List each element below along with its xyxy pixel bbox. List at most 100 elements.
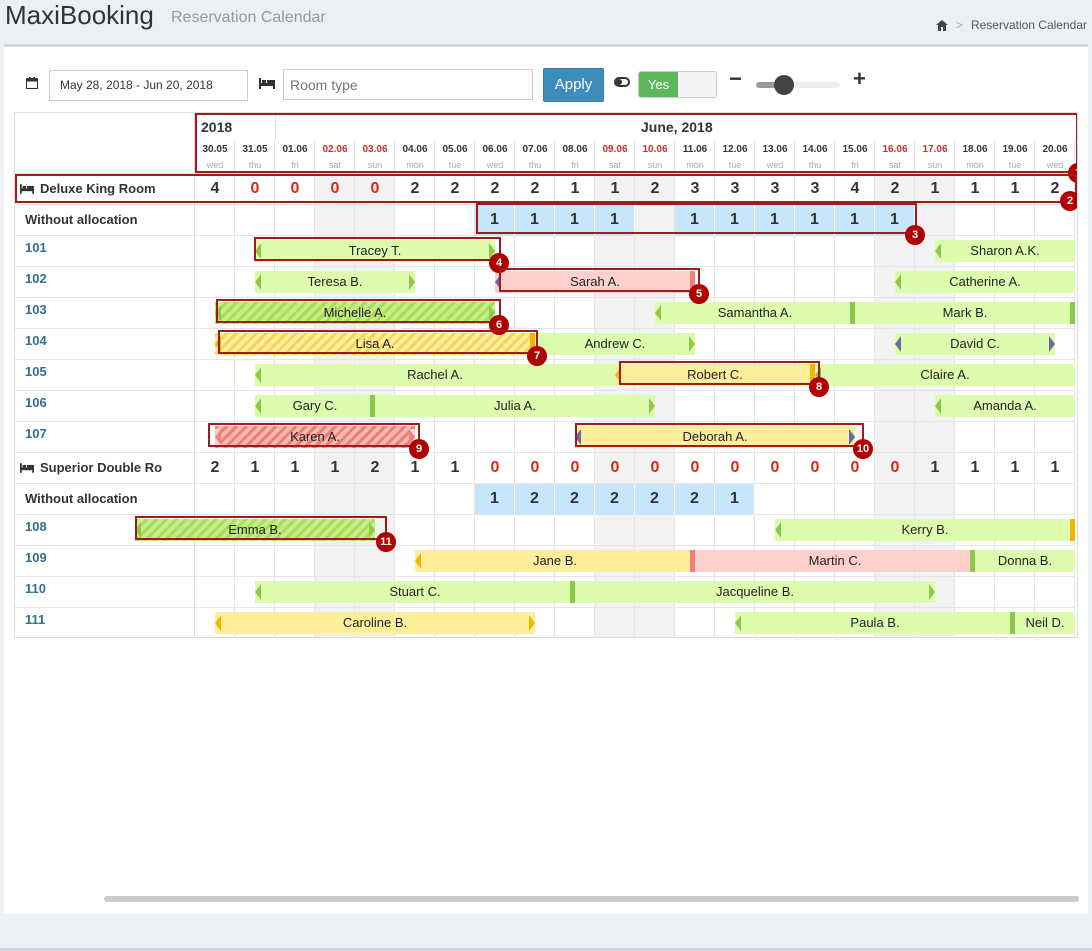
- room-number[interactable]: 104: [15, 329, 195, 360]
- booking-bar[interactable]: Deborah A.: [575, 426, 855, 448]
- unallocated-count[interactable]: 1: [555, 205, 595, 236]
- page-header: MaxiBooking Reservation Calendar > Reser…: [0, 0, 1092, 44]
- unallocated-count[interactable]: 2: [595, 484, 635, 515]
- day-header-weekday: wed: [1046, 160, 1064, 170]
- booking-bar[interactable]: Sharon A.K.: [935, 240, 1075, 262]
- booking-bar[interactable]: Jane B.: [415, 550, 695, 572]
- annotation-highlight: [499, 268, 700, 292]
- booking-bar[interactable]: Martin C.: [695, 550, 975, 572]
- room-number[interactable]: 111: [15, 608, 195, 637]
- grid-cell: [995, 484, 1035, 515]
- availability-count: 0: [530, 459, 540, 476]
- unallocated-count[interactable]: 1: [475, 205, 515, 236]
- booking-guest-name: Lisa A.: [355, 336, 395, 351]
- room-number[interactable]: 103: [15, 298, 195, 329]
- booking-bar[interactable]: Stuart C.: [255, 581, 575, 603]
- grid-cell: [635, 608, 675, 637]
- booking-start-arrow: [775, 522, 781, 538]
- annotation-badge: 2: [1060, 191, 1077, 211]
- booking-bar[interactable]: Sarah A.: [495, 271, 695, 293]
- calendar-year: 2018: [201, 119, 233, 135]
- booking-start-arrow: [575, 429, 581, 445]
- booking-bar[interactable]: Robert C.: [615, 364, 815, 386]
- day-header-border: [874, 141, 875, 174]
- unallocated-count[interactable]: 1: [795, 205, 835, 236]
- booking-bar[interactable]: Neil D.: [1015, 612, 1075, 634]
- day-header-border: [954, 141, 955, 174]
- booking-bar[interactable]: Gary C.: [255, 395, 375, 417]
- room-type-header[interactable]: Superior Double Ro: [15, 453, 195, 484]
- unallocated-count[interactable]: 1: [675, 205, 715, 236]
- room-number[interactable]: 101: [15, 236, 195, 267]
- day-header-weekday: tue: [1008, 160, 1022, 170]
- booking-bar[interactable]: Paula B.: [735, 612, 1015, 634]
- booking-bar[interactable]: Jacqueline B.: [575, 581, 935, 603]
- unallocated-count[interactable]: 1: [595, 205, 635, 236]
- unallocated-count[interactable]: 1: [715, 205, 755, 236]
- day-header-weekday: fri: [571, 160, 579, 170]
- room-type-header[interactable]: Deluxe King Room: [15, 174, 195, 205]
- bed-icon: [259, 78, 275, 89]
- availability-cell: [275, 174, 315, 205]
- date-range-input[interactable]: May 28, 2018 - Jun 20, 2018: [49, 70, 248, 101]
- booking-bar[interactable]: Samantha A.: [655, 302, 855, 324]
- booking-bar[interactable]: Catherine A.: [895, 271, 1075, 293]
- room-number[interactable]: 105: [15, 360, 195, 391]
- zoom-slider-handle[interactable]: [774, 75, 794, 95]
- horizontal-scrollbar[interactable]: [104, 896, 1079, 902]
- grid-cell: [755, 267, 795, 298]
- grid-cell: [475, 422, 515, 453]
- availability-count: 0: [890, 459, 900, 476]
- unallocated-count[interactable]: 1: [755, 205, 795, 236]
- room-number[interactable]: 109: [15, 546, 195, 577]
- booking-bar[interactable]: Julia A.: [375, 395, 655, 417]
- booking-guest-name: Paula B.: [850, 615, 900, 630]
- unallocated-count[interactable]: 2: [635, 484, 675, 515]
- room-number[interactable]: 102: [15, 267, 195, 298]
- booking-bar[interactable]: Amanda A.: [935, 395, 1075, 417]
- unallocated-count[interactable]: 2: [515, 484, 555, 515]
- room-number[interactable]: 106: [15, 391, 195, 422]
- booking-bar[interactable]: Tracey T.: [255, 240, 495, 262]
- zoom-out-button[interactable]: −: [729, 66, 742, 91]
- availability-count: 0: [850, 459, 860, 476]
- apply-button[interactable]: Apply: [543, 68, 604, 102]
- booking-bar[interactable]: Karen A.: [215, 426, 415, 448]
- room-type-name: Superior Double Ro: [40, 460, 163, 475]
- booking-bar[interactable]: David C.: [895, 333, 1055, 355]
- unallocated-count[interactable]: 2: [555, 484, 595, 515]
- booking-bar[interactable]: Emma B.: [135, 519, 375, 541]
- room-number[interactable]: 110: [15, 577, 195, 608]
- room-type-input[interactable]: [283, 69, 533, 100]
- brand-logo[interactable]: MaxiBooking: [5, 0, 154, 30]
- booking-bar[interactable]: Donna B.: [975, 550, 1075, 572]
- zoom-in-button[interactable]: +: [853, 66, 866, 91]
- unallocated-count[interactable]: 1: [835, 205, 875, 236]
- booking-bar[interactable]: Mark B.: [855, 302, 1075, 324]
- show-toggle-switch[interactable]: Yes: [638, 71, 717, 98]
- availability-cell: [835, 453, 875, 484]
- day-header-border: [994, 141, 995, 174]
- unallocated-count[interactable]: 1: [515, 205, 555, 236]
- booking-start-arrow: [255, 398, 261, 414]
- grid-cell: [835, 391, 875, 422]
- grid-cell: [355, 205, 395, 236]
- booking-bar[interactable]: Michelle A.: [215, 302, 495, 324]
- home-icon[interactable]: [935, 19, 948, 31]
- booking-bar[interactable]: Kerry B.: [775, 519, 1075, 541]
- room-number[interactable]: 107: [15, 422, 195, 453]
- zoom-slider[interactable]: [756, 82, 840, 88]
- day-header-date: 01.06: [282, 144, 308, 155]
- booking-bar[interactable]: Teresa B.: [255, 271, 415, 293]
- booking-bar[interactable]: Caroline B.: [215, 612, 535, 634]
- unallocated-count[interactable]: 1: [715, 484, 755, 515]
- booking-bar[interactable]: Lisa A.: [215, 333, 535, 355]
- booking-bar[interactable]: Rachel A.: [255, 364, 615, 386]
- unallocated-count[interactable]: 1: [875, 205, 915, 236]
- availability-count: 1: [930, 459, 940, 476]
- unallocated-count[interactable]: 1: [475, 484, 515, 515]
- unallocated-count[interactable]: 2: [675, 484, 715, 515]
- day-header-date: 20.06: [1042, 144, 1068, 155]
- booking-bar[interactable]: Claire A.: [815, 364, 1075, 386]
- booking-bar[interactable]: Andrew C.: [535, 333, 695, 355]
